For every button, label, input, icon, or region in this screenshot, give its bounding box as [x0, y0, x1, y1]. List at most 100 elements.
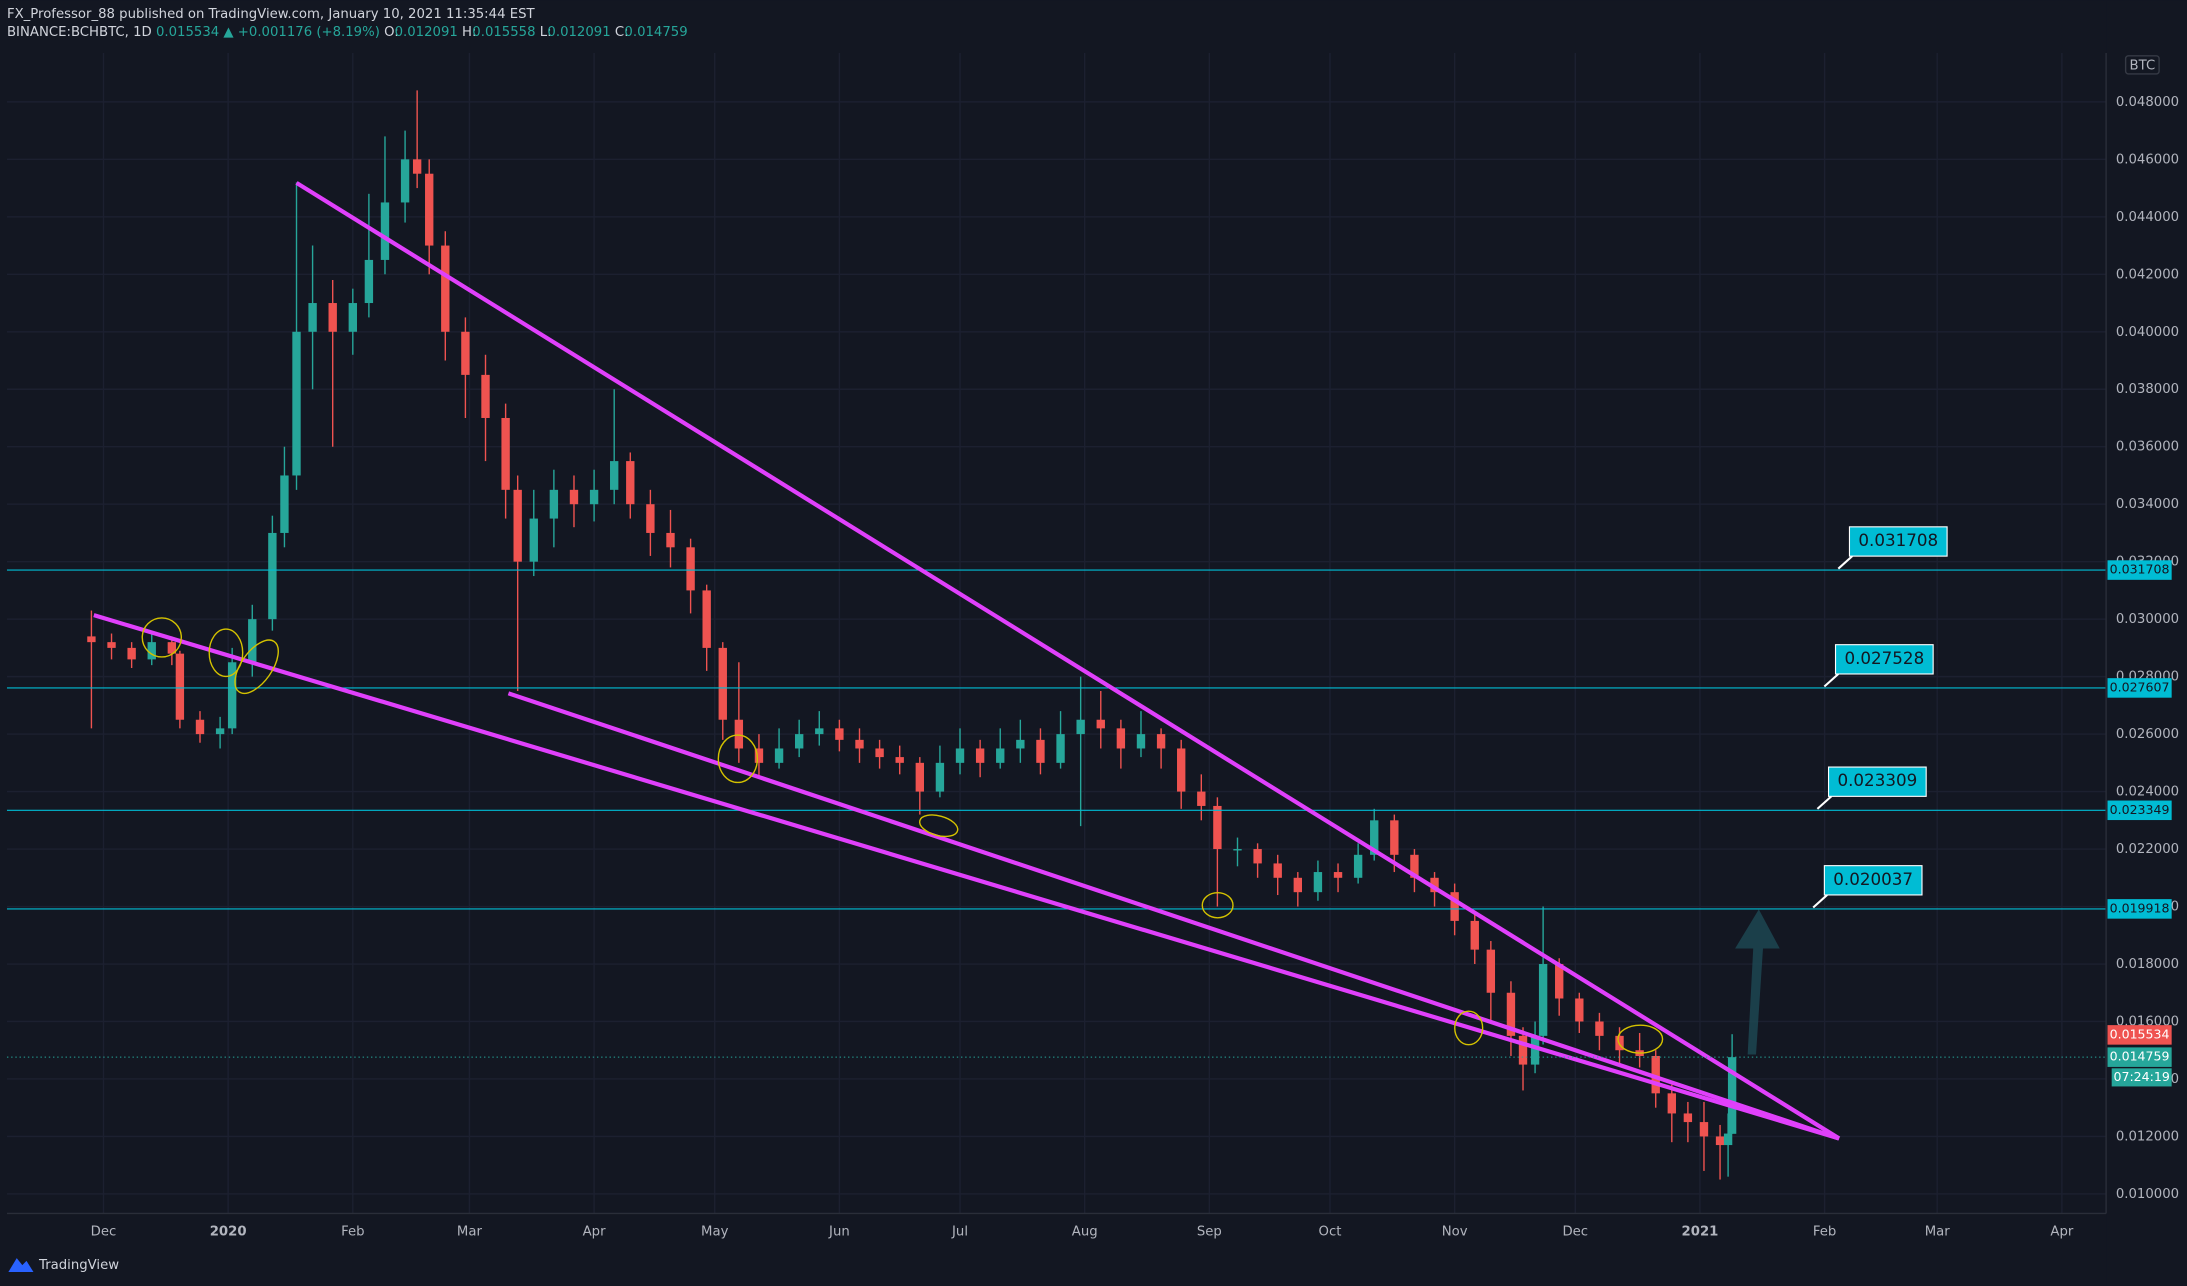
callout-box: [1823, 865, 1923, 896]
y-tick-label: 0.030000: [2116, 612, 2179, 627]
candle-body: [646, 504, 655, 533]
last-price-label: 0.015534: [2110, 1026, 2170, 1041]
candle-body: [895, 757, 904, 763]
level-axis-box: [2107, 678, 2172, 698]
candle-body: [569, 489, 579, 505]
brand-name: TradingView: [38, 1258, 119, 1273]
callout-box: [1848, 526, 1948, 557]
level-axis-label: 0.019918: [2110, 900, 2170, 915]
trendline: [93, 613, 1840, 1141]
candle-body: [425, 173, 434, 246]
breakout-arrow: [1735, 909, 1780, 1055]
trendline: [507, 691, 1840, 1141]
callout-label: 0.023309: [1837, 770, 1917, 790]
author-line: FX_Professor_88 published on TradingView…: [7, 7, 536, 22]
candle-body: [1177, 748, 1186, 792]
x-tick-label: Apr: [583, 1225, 606, 1240]
candle-body: [1036, 739, 1045, 763]
level-axis-box: [2107, 800, 2172, 821]
candle-body: [1076, 719, 1085, 735]
candle-body: [1197, 791, 1206, 806]
candle-body: [589, 489, 599, 505]
candle-body: [1410, 854, 1419, 878]
countdown-box: [2111, 1068, 2172, 1087]
countdown: 07:24:19: [2113, 1069, 2169, 1084]
candle-body: [529, 518, 538, 562]
currency: BTC: [2130, 59, 2156, 74]
highlight-ellipse: [141, 617, 183, 658]
candle-body: [1667, 1093, 1676, 1114]
x-tick-label: Dec: [91, 1225, 117, 1240]
grid: [6, 53, 2107, 1214]
x-tick-label: Jun: [828, 1225, 850, 1240]
candle-body: [107, 642, 116, 648]
candle-body: [461, 331, 470, 375]
ohlc-label: C:: [615, 25, 629, 40]
candle-body: [513, 489, 522, 562]
candle-body: [1683, 1113, 1693, 1123]
y-tick-label: 0.024000: [2116, 785, 2179, 800]
highlight-ellipse: [1454, 1010, 1484, 1046]
highlight-ellipse: [208, 628, 244, 678]
y-tick-label: 0.018000: [2116, 957, 2179, 972]
candle-body: [626, 461, 635, 505]
callout-box: [1834, 644, 1934, 675]
candle-body: [280, 475, 289, 533]
y-tick-label: 0.034000: [2116, 497, 2179, 512]
candle-body: [1136, 734, 1146, 749]
callout-pointer: [1812, 894, 1828, 909]
candle-body: [1727, 1057, 1737, 1134]
x-tick-label: Sep: [1197, 1225, 1222, 1240]
callout-label: 0.020037: [1833, 869, 1913, 889]
candle-body: [1575, 998, 1584, 1022]
candle-body: [87, 636, 96, 643]
candle-body: [1293, 877, 1303, 893]
candle-body: [835, 728, 844, 740]
ohlc-value: 0.015558: [472, 25, 535, 40]
y-tick-label: 0.012000: [2116, 1129, 2179, 1144]
candle-body: [175, 653, 185, 720]
candle-body: [1715, 1136, 1725, 1146]
brand: TradingView: [8, 1258, 119, 1273]
y-tick-label: 0.042000: [2116, 267, 2179, 282]
x-tick-label: 2020: [210, 1225, 247, 1240]
ohlc-label: O:: [384, 25, 399, 40]
callout-label: 0.031708: [1858, 530, 1938, 550]
callout-pointer: [1816, 795, 1833, 810]
y-tick-label: 0.038000: [2116, 382, 2179, 397]
ohlc-value: 0.012091: [547, 25, 610, 40]
candle-body: [292, 331, 301, 476]
highlight-ellipse: [918, 814, 959, 838]
level-axis-label: 0.031708: [2110, 562, 2170, 577]
y-tick-label: 0.048000: [2116, 95, 2179, 110]
candle-body: [1390, 820, 1399, 855]
y-tick-label: 0.010000: [2116, 1187, 2179, 1202]
candle-body: [1538, 964, 1548, 1036]
candle-body: [1555, 964, 1564, 999]
candle-body: [1016, 739, 1025, 749]
y-tick-label: 0.026000: [2116, 727, 2179, 742]
close-price-label: 0.014759: [2110, 1049, 2170, 1064]
candle-body: [1056, 734, 1065, 763]
annotations: [141, 617, 1664, 1054]
currency-box: [2124, 55, 2160, 75]
candle-body: [400, 159, 410, 203]
candle-body: [147, 642, 156, 660]
candle-body: [412, 159, 422, 174]
candle-body: [1370, 820, 1379, 855]
level-axis-box: [2107, 560, 2172, 580]
candle-body: [1450, 892, 1459, 921]
level-axis-label: 0.023349: [2110, 802, 2170, 817]
x-tick-label: Jul: [951, 1225, 968, 1240]
candle-body: [308, 303, 317, 332]
brand-logo: [8, 1258, 34, 1273]
candle-body: [1506, 992, 1516, 1036]
x-tick-label: Feb: [1813, 1225, 1836, 1240]
candle-body: [1518, 1035, 1528, 1065]
candle-body: [268, 532, 277, 620]
candle-body: [195, 719, 205, 735]
candle-body: [1651, 1055, 1660, 1094]
y-tick-label: 0.040000: [2116, 325, 2179, 340]
